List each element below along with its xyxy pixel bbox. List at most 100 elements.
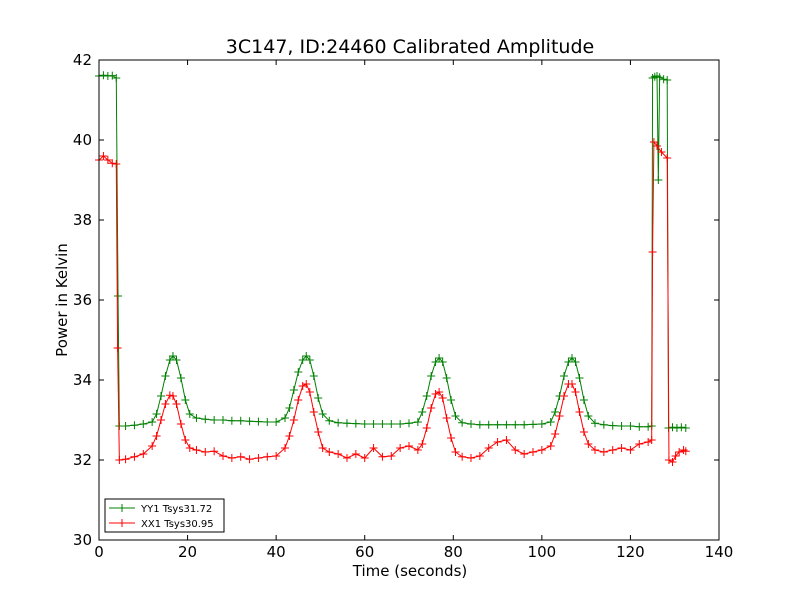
data-point <box>272 418 281 426</box>
data-point <box>115 456 124 464</box>
data-point <box>314 428 323 436</box>
data-point <box>520 450 529 458</box>
data-point <box>157 416 165 424</box>
data-point <box>418 440 427 448</box>
data-point <box>181 436 190 444</box>
x-tick-label: 120 <box>616 543 645 561</box>
data-point <box>309 408 318 416</box>
y-tick-label: 30 <box>73 531 92 549</box>
data-point <box>502 420 511 429</box>
data-point <box>236 452 245 461</box>
data-point <box>130 452 139 461</box>
data-point <box>447 396 456 404</box>
data-point <box>435 388 444 396</box>
data-point <box>219 416 227 424</box>
data-point <box>591 419 599 428</box>
data-point <box>245 455 254 464</box>
data-point <box>617 422 626 430</box>
data-point <box>537 420 546 428</box>
data-point <box>502 436 511 444</box>
legend-marker-xx1 <box>118 519 126 527</box>
data-point <box>671 452 680 460</box>
data-point <box>458 452 467 461</box>
x-tick-label: 20 <box>178 543 197 561</box>
data-point <box>192 414 201 422</box>
data-point <box>520 420 529 429</box>
data-point <box>493 420 502 429</box>
data-point <box>168 352 177 360</box>
legend-frame <box>104 498 225 533</box>
data-point <box>360 420 369 428</box>
data-point <box>168 392 177 400</box>
x-axis-label: Time (seconds) <box>352 562 468 580</box>
data-point <box>302 352 311 360</box>
data-point <box>285 432 294 440</box>
data-point <box>608 421 617 430</box>
data-point <box>294 368 303 376</box>
data-point <box>161 400 170 408</box>
data-point <box>201 448 210 456</box>
data-point <box>201 415 210 424</box>
data-point <box>192 446 201 454</box>
data-point <box>681 424 690 432</box>
data-point <box>387 452 396 460</box>
data-point <box>219 452 227 460</box>
legend-label-yy1: YY1 Tsys31.72 <box>140 504 212 515</box>
data-point <box>210 416 219 424</box>
data-point <box>422 424 431 432</box>
data-point <box>396 444 405 452</box>
data-point <box>511 446 520 454</box>
data-point <box>546 442 555 450</box>
x-tick-label: 0 <box>94 543 104 561</box>
data-point <box>236 416 245 425</box>
data-point <box>245 417 254 426</box>
data-point <box>655 73 664 82</box>
y-tick-label: 32 <box>73 451 92 469</box>
data-point <box>427 372 436 380</box>
data-point <box>351 419 360 428</box>
data-point <box>108 159 117 168</box>
data-point <box>442 374 451 382</box>
data-point <box>148 442 157 450</box>
data-point <box>378 452 387 461</box>
data-point <box>584 412 593 420</box>
data-point <box>635 422 644 431</box>
data-point <box>302 380 311 388</box>
data-point <box>121 455 130 464</box>
x-axis: 0 20 40 60 80 100 120 140 <box>94 60 733 561</box>
data-point <box>113 344 122 352</box>
data-point <box>112 74 121 82</box>
data-point <box>172 356 181 364</box>
data-point <box>647 436 656 444</box>
data-point <box>551 430 560 438</box>
data-point <box>185 410 194 418</box>
data-point <box>227 416 236 425</box>
data-point <box>579 396 588 404</box>
data-point <box>511 420 520 429</box>
y-tick-label: 34 <box>73 371 92 389</box>
data-point <box>396 420 405 428</box>
x-tick-label: 60 <box>355 543 374 561</box>
data-point <box>575 408 584 416</box>
data-point <box>626 446 635 454</box>
data-point <box>626 422 635 430</box>
data-point <box>176 420 185 428</box>
data-point <box>529 448 537 456</box>
data-point <box>458 418 467 427</box>
chart-title: 3C147, ID:24460 Calibrated Amplitude <box>226 36 594 58</box>
data-point <box>675 448 684 456</box>
legend: YY1 Tsys31.72 XX1 Tsys30.95 <box>104 498 225 533</box>
y-tick-label: 36 <box>73 291 92 309</box>
data-point <box>435 354 444 362</box>
x-tick-label: 100 <box>528 543 557 561</box>
data-point <box>579 428 588 436</box>
plot-area <box>99 60 719 540</box>
data-point <box>422 392 431 400</box>
data-point <box>351 450 360 458</box>
data-point <box>176 374 185 382</box>
data-point <box>668 423 677 432</box>
data-point <box>438 394 447 402</box>
data-point <box>413 418 422 426</box>
data-point <box>387 420 396 428</box>
data-point <box>648 248 657 256</box>
